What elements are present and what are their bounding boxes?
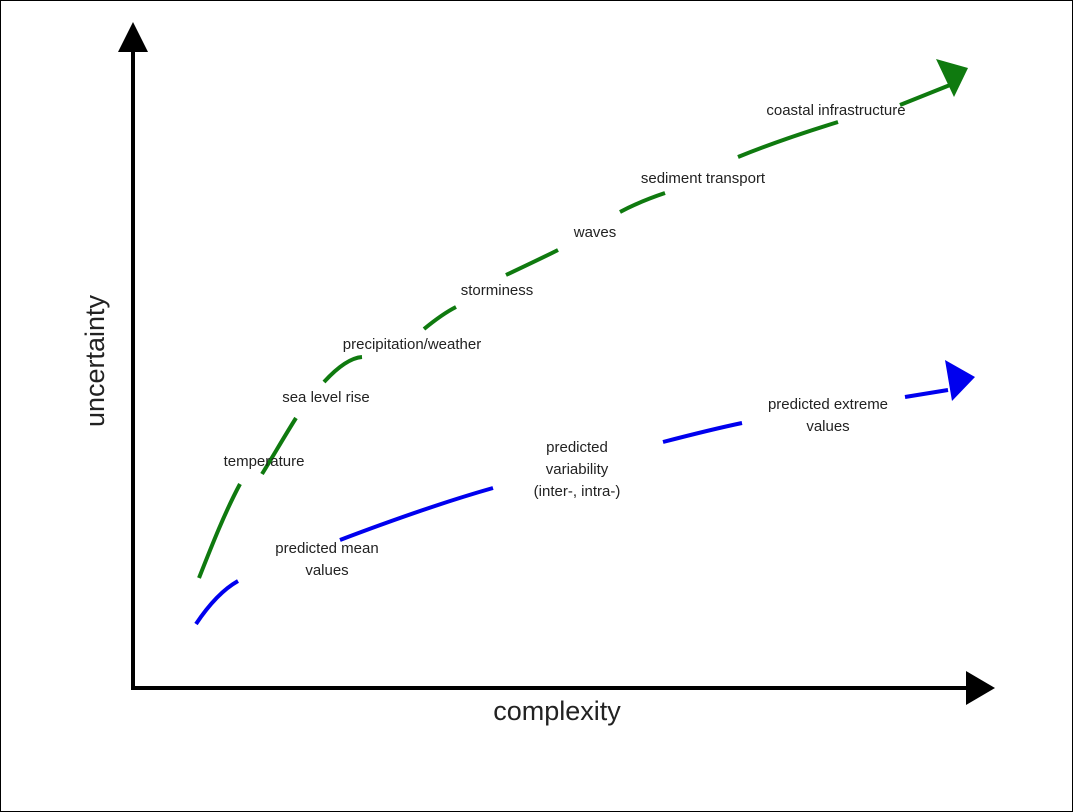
lower-label-extreme-line2: values [806,418,849,435]
upper-label-storminess: storminess [461,282,534,299]
lower-curve-segment [194,579,240,626]
upper-curve-segment [422,305,457,331]
lower-curve-segment [662,421,743,444]
upper-curve-segment [197,483,242,579]
lower-label-mean-line2: values [305,562,348,579]
y-axis-arrowhead [118,22,148,52]
upper-curve-segment [322,355,363,384]
upper-label-precipitation-weather: precipitation/weather [343,336,481,353]
upper-label-waves: waves [573,224,617,241]
x-axis-title: complexity [493,696,621,726]
upper-curve [197,59,968,579]
upper-label-sediment-transport: sediment transport [641,170,766,187]
lower-label-extreme-line1: predicted extreme [768,396,888,413]
lower-label-mean-line1: predicted mean [275,540,378,557]
upper-label-sea-level-rise: sea level rise [282,389,370,406]
upper-label-temperature: temperature [224,453,305,470]
upper-curve-segment [737,120,839,159]
lower-label-variability-line2: variability [546,461,609,478]
lower-label-variability-line1: predicted [546,439,608,456]
upper-curve-segment [260,416,298,476]
lower-curve-segment [339,486,494,542]
lower-curve-arrowhead [945,360,975,401]
lower-label-variability-line3: (inter-, intra-) [534,483,621,500]
lower-curve-segment [904,388,949,399]
x-axis-arrowhead [966,671,995,705]
upper-curve-segment [505,248,559,277]
axes [118,22,995,705]
y-axis-title: uncertainty [80,294,110,427]
upper-label-coastal-infrastructure: coastal infrastructure [766,102,905,119]
upper-curve-segment [899,83,951,107]
upper-curve-segment [619,191,666,214]
upper-curve-arrowhead [936,59,968,97]
lower-curve [194,360,975,626]
